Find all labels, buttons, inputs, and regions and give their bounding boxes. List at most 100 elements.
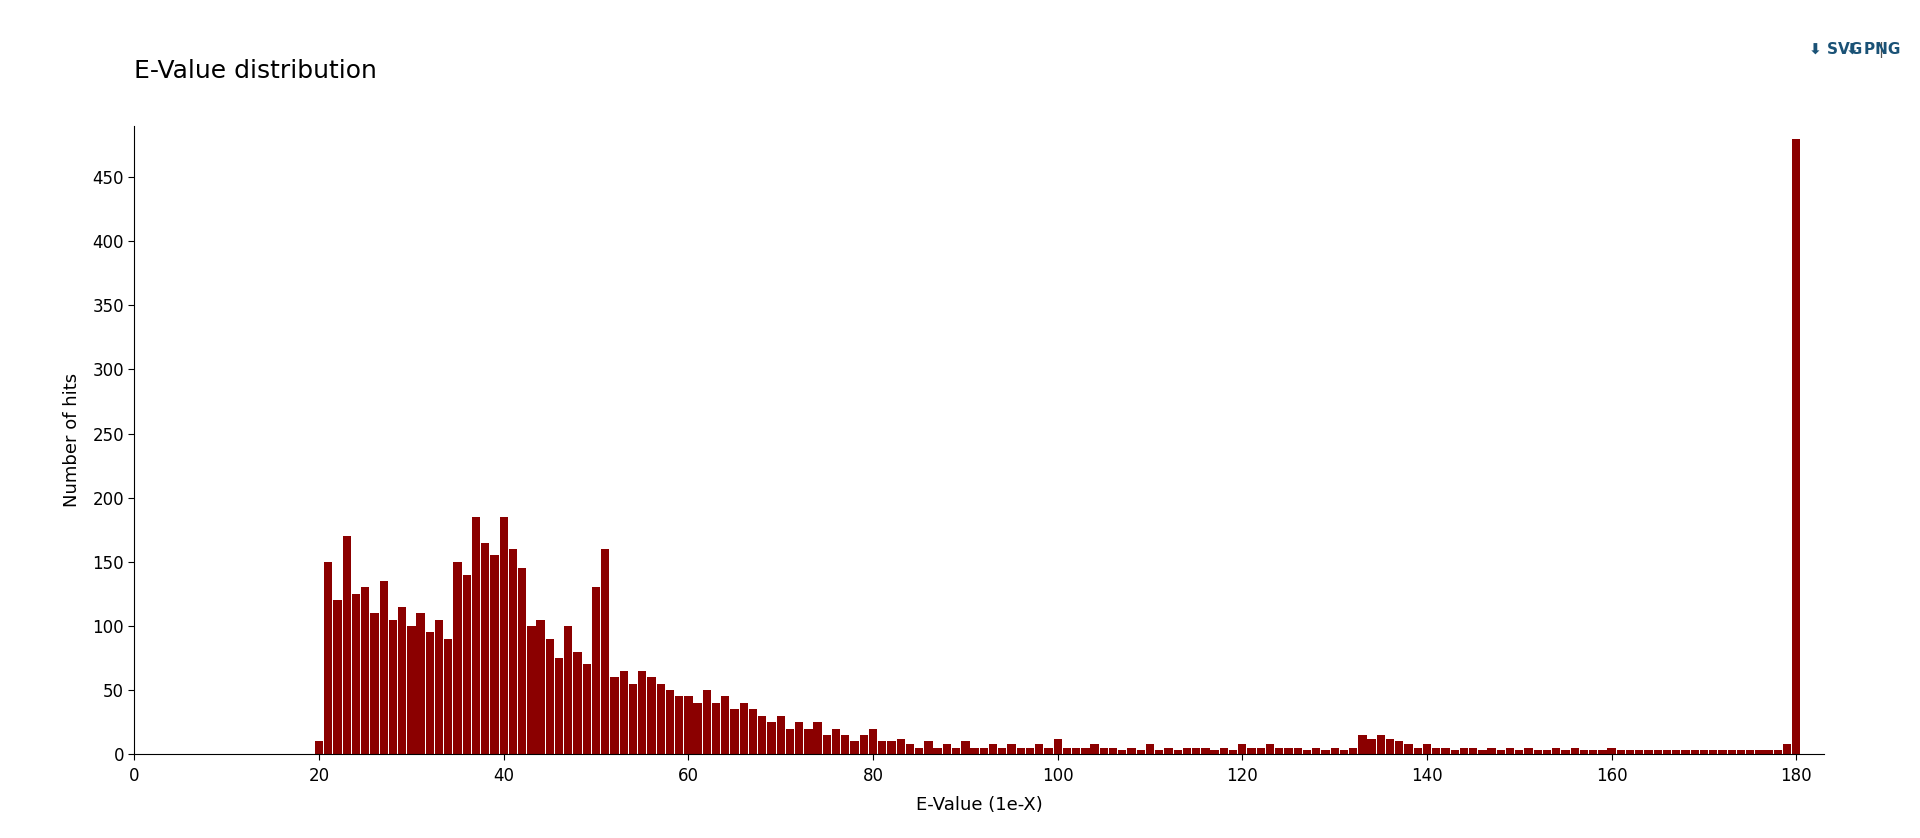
- Bar: [1008, 744, 1016, 754]
- Bar: [1156, 750, 1164, 754]
- Bar: [1580, 750, 1588, 754]
- Bar: [324, 561, 332, 754]
- Bar: [1663, 750, 1670, 754]
- Bar: [860, 735, 868, 754]
- Bar: [1413, 747, 1423, 754]
- Bar: [924, 742, 933, 754]
- Bar: [315, 742, 323, 754]
- Bar: [1331, 747, 1338, 754]
- Y-axis label: Number of hits: Number of hits: [63, 373, 81, 507]
- Bar: [1275, 747, 1283, 754]
- Bar: [1035, 744, 1043, 754]
- Bar: [693, 703, 701, 754]
- Bar: [676, 696, 684, 754]
- Bar: [1340, 750, 1348, 754]
- Bar: [1791, 138, 1801, 754]
- Bar: [814, 722, 822, 754]
- Bar: [657, 684, 664, 754]
- Bar: [1054, 739, 1062, 754]
- Bar: [1607, 747, 1617, 754]
- Bar: [1173, 750, 1183, 754]
- Bar: [1423, 744, 1430, 754]
- Bar: [804, 728, 812, 754]
- Text: |: |: [1878, 42, 1884, 58]
- Bar: [979, 747, 989, 754]
- Bar: [1229, 750, 1236, 754]
- Bar: [1617, 750, 1624, 754]
- Bar: [1192, 747, 1200, 754]
- Bar: [1357, 735, 1367, 754]
- Bar: [582, 665, 591, 754]
- Bar: [970, 747, 979, 754]
- Bar: [1044, 747, 1052, 754]
- Bar: [998, 747, 1006, 754]
- Bar: [1745, 750, 1755, 754]
- Text: ⬇ PNG: ⬇ PNG: [1847, 42, 1901, 57]
- Bar: [703, 690, 710, 754]
- Bar: [666, 690, 674, 754]
- Bar: [1377, 735, 1384, 754]
- Bar: [1653, 750, 1663, 754]
- Text: E-Value distribution: E-Value distribution: [134, 59, 376, 83]
- Bar: [730, 709, 739, 754]
- Bar: [1459, 747, 1469, 754]
- Bar: [1561, 750, 1571, 754]
- Bar: [749, 709, 756, 754]
- Bar: [887, 742, 895, 754]
- Bar: [1644, 750, 1653, 754]
- Bar: [1081, 747, 1089, 754]
- Bar: [1544, 750, 1551, 754]
- Bar: [436, 619, 444, 754]
- Bar: [758, 716, 766, 754]
- Bar: [1025, 747, 1035, 754]
- Bar: [1164, 747, 1173, 754]
- Bar: [841, 735, 849, 754]
- Bar: [1091, 744, 1098, 754]
- Bar: [1738, 750, 1745, 754]
- Bar: [1350, 747, 1357, 754]
- Bar: [1524, 747, 1532, 754]
- Bar: [1265, 744, 1275, 754]
- Bar: [1248, 747, 1256, 754]
- Bar: [1442, 747, 1450, 754]
- Bar: [518, 568, 526, 754]
- Bar: [388, 619, 397, 754]
- Bar: [877, 742, 887, 754]
- Bar: [611, 677, 618, 754]
- Bar: [536, 619, 545, 754]
- Bar: [1100, 747, 1108, 754]
- Bar: [407, 626, 415, 754]
- Bar: [776, 716, 785, 754]
- Bar: [1284, 747, 1292, 754]
- Bar: [712, 703, 720, 754]
- Bar: [545, 639, 555, 754]
- Bar: [564, 626, 572, 754]
- Bar: [334, 600, 342, 754]
- Bar: [933, 747, 943, 754]
- Bar: [1238, 744, 1246, 754]
- Bar: [916, 747, 924, 754]
- Bar: [1515, 750, 1523, 754]
- Bar: [463, 575, 470, 754]
- Bar: [482, 542, 490, 754]
- Bar: [397, 607, 407, 754]
- Bar: [1127, 747, 1137, 754]
- Bar: [1488, 747, 1496, 754]
- Bar: [509, 549, 516, 754]
- Bar: [1755, 750, 1764, 754]
- Bar: [831, 728, 841, 754]
- Bar: [1534, 750, 1542, 754]
- Bar: [1571, 747, 1578, 754]
- Bar: [1396, 742, 1404, 754]
- Bar: [1551, 747, 1561, 754]
- Bar: [1404, 744, 1413, 754]
- Bar: [906, 744, 914, 754]
- Bar: [591, 587, 601, 754]
- Bar: [739, 703, 749, 754]
- Bar: [1718, 750, 1726, 754]
- Bar: [1478, 750, 1486, 754]
- Bar: [989, 744, 996, 754]
- Bar: [647, 677, 655, 754]
- Bar: [371, 613, 378, 754]
- Bar: [1137, 750, 1144, 754]
